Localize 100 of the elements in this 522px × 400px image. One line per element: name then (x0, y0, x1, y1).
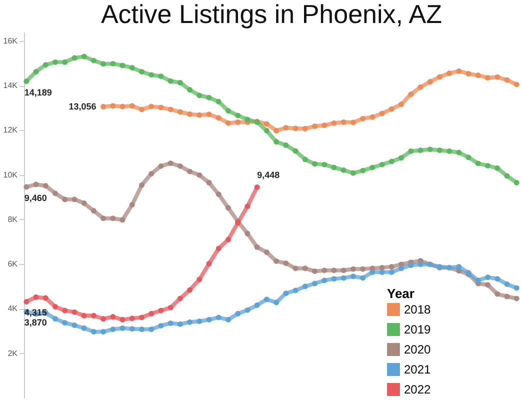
point (148, 72, 154, 78)
point (100, 316, 106, 322)
point (177, 80, 183, 86)
point (350, 170, 356, 176)
point (302, 156, 308, 162)
legend-label: 2020 (404, 342, 432, 356)
point (388, 106, 394, 112)
point (283, 142, 289, 148)
point (187, 168, 193, 174)
point (485, 274, 490, 280)
point (206, 94, 212, 100)
point (475, 72, 481, 78)
point (81, 54, 87, 60)
point (52, 59, 58, 65)
point (168, 78, 174, 84)
point (494, 276, 500, 282)
legend-label: 2022 (404, 382, 432, 396)
point (302, 284, 308, 290)
point (350, 120, 356, 126)
point (110, 103, 116, 109)
point (72, 322, 78, 328)
point (398, 266, 404, 272)
point (360, 275, 366, 281)
point (360, 266, 366, 272)
point (216, 192, 222, 197)
point (187, 319, 193, 325)
point (52, 190, 58, 196)
point (350, 266, 356, 272)
point (168, 304, 174, 310)
point (466, 71, 472, 76)
point (24, 184, 30, 190)
point (206, 316, 212, 322)
y-tick-label: 4K (8, 304, 18, 314)
point (62, 196, 68, 202)
point (62, 59, 68, 65)
point (388, 269, 394, 275)
point (254, 302, 260, 308)
point (408, 262, 414, 268)
point (427, 79, 433, 84)
point (302, 126, 308, 132)
point (274, 128, 280, 134)
point (216, 98, 222, 104)
point (312, 268, 318, 274)
point (418, 84, 424, 90)
y-tick-label: 14K (3, 81, 18, 90)
point (302, 266, 308, 272)
point (206, 112, 212, 118)
point (158, 308, 164, 314)
point (340, 167, 346, 173)
point (120, 217, 126, 223)
point (52, 316, 58, 322)
point (418, 262, 424, 268)
point (177, 321, 183, 327)
point (388, 264, 394, 270)
point (196, 318, 202, 324)
y-tick-label: 10K (3, 170, 18, 180)
point (33, 294, 39, 300)
point (52, 304, 58, 310)
point (33, 182, 39, 188)
point (283, 125, 289, 130)
point (196, 112, 202, 118)
point (187, 87, 193, 93)
point (158, 322, 164, 328)
point (264, 250, 270, 256)
point (62, 320, 68, 326)
point (148, 310, 154, 316)
point (62, 308, 68, 314)
point (408, 92, 414, 97)
point (514, 285, 520, 291)
point (216, 246, 222, 252)
point (292, 266, 298, 272)
point (110, 60, 116, 66)
point (139, 182, 144, 188)
point (226, 316, 231, 322)
point (81, 312, 87, 318)
point (254, 184, 260, 190)
point (292, 148, 298, 154)
point (158, 73, 164, 79)
point (485, 75, 490, 80)
point (475, 278, 481, 284)
point (370, 269, 376, 275)
point (436, 74, 442, 80)
point (331, 268, 337, 274)
point (456, 150, 462, 156)
point (90, 58, 96, 64)
point (90, 312, 96, 318)
point (312, 161, 318, 167)
point (360, 116, 366, 122)
point (148, 104, 154, 110)
point (110, 326, 116, 332)
point (42, 62, 48, 68)
point (485, 282, 490, 288)
point (350, 274, 356, 280)
point (388, 158, 394, 164)
point (514, 82, 520, 88)
data-label: 3,870 (24, 318, 47, 328)
point (226, 108, 231, 114)
point (331, 164, 337, 170)
point (196, 276, 202, 282)
y-tick-label: 12K (3, 126, 18, 135)
